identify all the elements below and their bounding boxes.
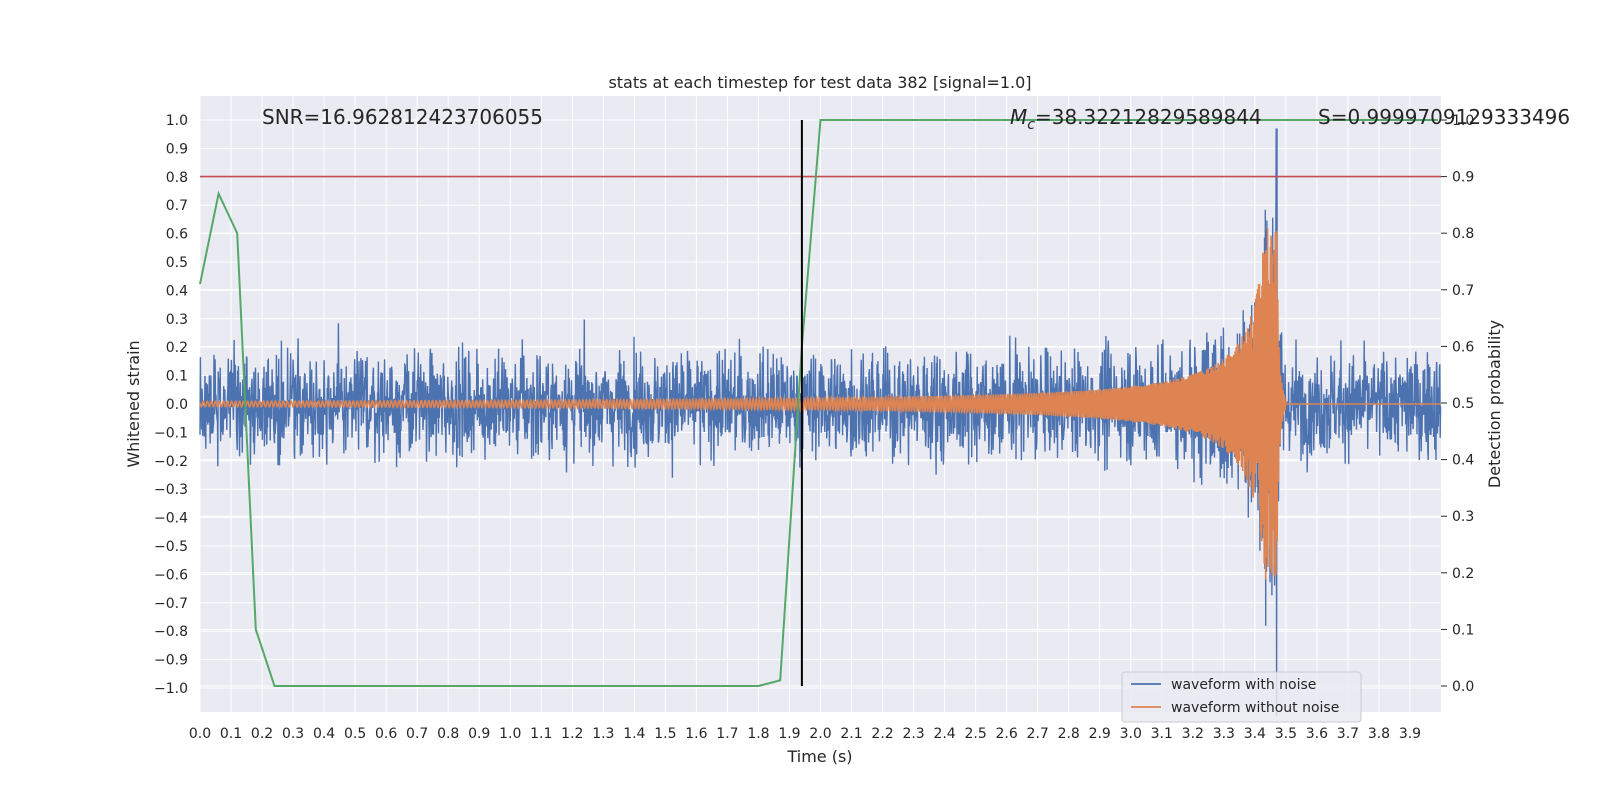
y-tick-label-left: −0.1 <box>154 425 188 441</box>
chirp-mass-annotation: Mc=38.32212829589844 <box>1010 105 1262 133</box>
x-tick-label: 2.7 <box>1027 726 1049 742</box>
legend-label-clean: waveform without noise <box>1171 700 1339 716</box>
x-tick-label: 1.2 <box>561 726 583 742</box>
y-tick-label-left: −0.7 <box>154 596 188 612</box>
y-tick-label-right: 0.2 <box>1452 566 1474 582</box>
x-tick-label: 1.8 <box>747 726 769 742</box>
snr-annotation: SNR=16.962812423706055 <box>262 105 543 129</box>
y-tick-label-right: 0.7 <box>1452 283 1474 299</box>
legend-label-noise: waveform with noise <box>1171 677 1316 693</box>
x-tick-label: 2.1 <box>840 726 862 742</box>
x-tick-label: 2.4 <box>933 726 955 742</box>
y-tick-label-left: 0.4 <box>166 283 188 299</box>
x-tick-label: 3.3 <box>1213 726 1235 742</box>
x-tick-label: 1.3 <box>592 726 614 742</box>
y-axis-label-right: Detection probability <box>1485 320 1504 488</box>
y-tick-label-right: 1.0 <box>1452 113 1474 129</box>
y-tick-label-right: 0.3 <box>1452 509 1474 525</box>
ticks: 0.0 0.1 0.2 0.3 0.4 0.5 0.6 0.7 0.8 0.9 1.0 1.1 1.2 1… <box>154 113 1474 742</box>
y-tick-label-left: −0.8 <box>154 624 188 640</box>
x-tick-label: 0.6 <box>375 726 397 742</box>
series-detection-probability <box>199 119 1438 687</box>
chirp-mass-value: =38.32212829589844 <box>1035 105 1262 129</box>
y-tick-label-right: 0.6 <box>1452 339 1474 355</box>
x-tick-label: 0.3 <box>282 726 304 742</box>
x-tick-label: 3.6 <box>1306 726 1328 742</box>
x-tick-label: 3.2 <box>1182 726 1204 742</box>
y-tick-label-left: 0.6 <box>166 227 188 243</box>
x-tick-label: 2.6 <box>996 726 1018 742</box>
x-tick-label: 1.4 <box>623 726 645 742</box>
x-tick-label: 0.2 <box>251 726 273 742</box>
x-tick-label: 3.5 <box>1275 726 1297 742</box>
y-tick-label-left: −0.6 <box>154 567 188 583</box>
y-tick-label-left: −0.5 <box>154 539 188 555</box>
y-tick-label-left: 0.2 <box>166 340 188 356</box>
y-tick-label-left: 0.9 <box>166 141 188 157</box>
legend: waveform with noise waveform without noi… <box>1121 671 1362 723</box>
chart-title: stats at each timestep for test data 382… <box>608 73 1031 92</box>
y-axis-label-left: Whitened strain <box>124 340 143 467</box>
x-tick-label: 2.3 <box>902 726 924 742</box>
y-tick-label-right: 0.0 <box>1452 679 1474 695</box>
x-tick-label: 1.6 <box>685 726 707 742</box>
legend-box <box>1121 671 1362 723</box>
y-tick-label-left: 0.8 <box>166 170 188 186</box>
x-tick-label: 3.0 <box>1120 726 1142 742</box>
chirp-mass-symbol: M <box>1010 105 1027 129</box>
x-tick-label: 0.9 <box>468 726 490 742</box>
stat-annotation: S=0.9999709129333496 <box>1318 105 1570 129</box>
x-tick-label: 2.9 <box>1089 726 1111 742</box>
y-tick-label-right: 0.5 <box>1452 396 1474 412</box>
y-tick-label-left: 0.1 <box>166 369 188 385</box>
x-tick-label: 0.8 <box>437 726 459 742</box>
y-tick-label-left: 0.0 <box>166 397 188 413</box>
x-tick-label: 0.5 <box>344 726 366 742</box>
x-tick-label: 1.1 <box>530 726 552 742</box>
marks <box>199 119 1442 717</box>
y-tick-label-left: 0.5 <box>166 255 188 271</box>
y-tick-label-left: −0.4 <box>154 511 188 527</box>
chirp-mass-subscript: c <box>1027 117 1035 133</box>
x-tick-label: 0.1 <box>220 726 242 742</box>
y-tick-label-left: 1.0 <box>166 113 188 129</box>
y-tick-label-left: 0.3 <box>166 312 188 328</box>
y-tick-label-left: −1.0 <box>154 681 188 697</box>
x-tick-label: 1.5 <box>654 726 676 742</box>
x-tick-label: 2.5 <box>964 726 986 742</box>
series-waveform-without-noise <box>199 228 1441 580</box>
y-tick-label-right: 0.4 <box>1452 453 1474 469</box>
x-tick-label: 3.8 <box>1368 726 1390 742</box>
x-tick-label: 3.9 <box>1399 726 1421 742</box>
y-tick-label-left: −0.9 <box>154 653 188 669</box>
x-tick-label: 2.8 <box>1058 726 1080 742</box>
y-tick-label-left: −0.3 <box>154 482 188 498</box>
y-tick-label-right: 0.9 <box>1452 170 1474 186</box>
x-tick-label: 3.7 <box>1337 726 1359 742</box>
x-tick-label: 2.2 <box>871 726 893 742</box>
x-tick-label: 0.0 <box>189 726 211 742</box>
x-tick-label: 0.7 <box>406 726 428 742</box>
x-axis-label: Time (s) <box>786 747 852 766</box>
x-tick-label: 2.0 <box>809 726 831 742</box>
x-tick-label: 1.7 <box>716 726 738 742</box>
x-tick-label: 1.9 <box>778 726 800 742</box>
x-tick-label: 3.1 <box>1151 726 1173 742</box>
y-tick-label-left: 0.7 <box>166 198 188 214</box>
y-tick-label-right: 0.1 <box>1452 622 1474 638</box>
x-tick-label: 0.4 <box>313 726 335 742</box>
x-tick-label: 1.0 <box>499 726 521 742</box>
x-tick-label: 3.4 <box>1244 726 1266 742</box>
y-tick-label-right: 0.8 <box>1452 226 1474 242</box>
y-tick-label-left: −0.2 <box>154 454 188 470</box>
